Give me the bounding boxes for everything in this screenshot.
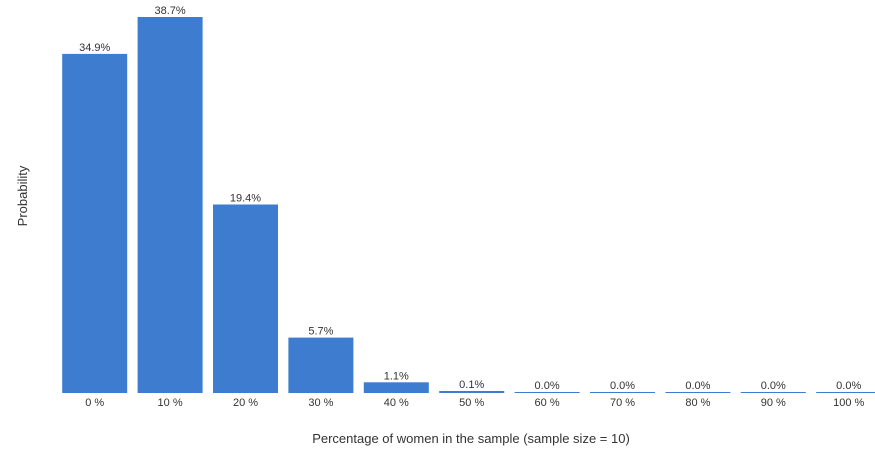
x-tick-label: 50 %	[459, 397, 484, 409]
bar-value-label: 5.7%	[308, 326, 333, 338]
bar-value-label: 0.0%	[535, 380, 560, 392]
bar-value-label: 34.9%	[79, 42, 110, 54]
bar-value-label: 19.4%	[230, 193, 261, 205]
bar	[62, 53, 128, 394]
bar-labels-group: 34.9% 38.7% 19.4% 5.7% 1.1% 0.1% 0.0% 0.0% 0.0% 0…	[79, 5, 861, 392]
bar	[363, 382, 429, 393]
bars-group	[62, 17, 875, 394]
x-tick-label: 40 %	[384, 397, 409, 409]
bar-value-label: 0.0%	[836, 380, 861, 392]
bar	[665, 392, 731, 393]
bar	[439, 391, 505, 393]
x-tick-labels-group: 0 % 10 % 20 % 30 % 40 % 50 % 60 % 70 % 80 % 90 % 1…	[85, 397, 864, 409]
bar-value-label: 0.0%	[610, 380, 635, 392]
bar-value-label: 0.0%	[685, 380, 710, 392]
x-tick-label: 30 %	[308, 397, 333, 409]
bar	[514, 392, 580, 393]
x-tick-label: 60 %	[535, 397, 560, 409]
bar	[740, 392, 806, 393]
bar-value-label: 0.0%	[761, 380, 786, 392]
x-tick-label: 70 %	[610, 397, 635, 409]
x-tick-label: 20 %	[233, 397, 258, 409]
bar	[590, 392, 655, 393]
x-tick-label: 100 %	[833, 397, 864, 409]
x-tick-label: 10 %	[158, 397, 183, 409]
bar	[288, 337, 354, 393]
x-tick-label: 90 %	[761, 397, 786, 409]
bar	[816, 392, 875, 393]
bar	[213, 204, 278, 393]
x-tick-label: 0 %	[85, 397, 104, 409]
bar	[137, 17, 203, 393]
y-axis-title: Probability	[15, 165, 30, 226]
bar-value-label: 0.1%	[459, 379, 484, 391]
bar-value-label: 1.1%	[384, 370, 409, 382]
bar-value-label: 38.7%	[154, 5, 185, 17]
x-tick-label: 80 %	[685, 397, 710, 409]
x-axis-title: Percentage of women in the sample (sampl…	[312, 431, 630, 446]
